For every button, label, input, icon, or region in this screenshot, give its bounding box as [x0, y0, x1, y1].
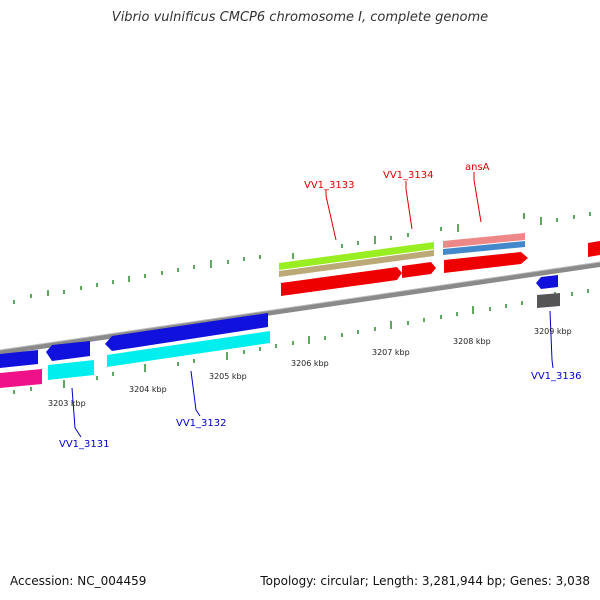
gene-vv1-3131-cyan[interactable] [48, 360, 94, 380]
kbp-label: 3208 kbp [453, 337, 491, 346]
gene-vv1-3132-cyan[interactable] [107, 331, 270, 367]
gene-vv1-3131-blue[interactable] [46, 341, 90, 361]
kbp-label: 3204 kbp [129, 385, 167, 394]
gene-vv1-3133-khaki[interactable] [279, 250, 434, 277]
gene-label-vv1-3131[interactable]: VV1_3131 [59, 439, 110, 450]
gene-ansa-red[interactable] [444, 252, 528, 273]
kbp-label: 3206 kbp [291, 359, 329, 368]
genome-summary-text: Topology: circular; Length: 3,281,944 bp… [260, 574, 590, 588]
inner-tick-track [13, 289, 589, 394]
kbp-label: 3205 kbp [209, 372, 247, 381]
gene-vv1-3136-gray[interactable] [537, 293, 560, 308]
gene-right-edge-red[interactable] [588, 241, 600, 257]
gene-ansa-salmon[interactable] [443, 233, 525, 248]
kbp-label: 3203 kbp [48, 399, 86, 408]
gene-left-edge-blue[interactable] [0, 350, 38, 368]
outer-tick-track [13, 212, 591, 304]
gene-vv1-3136-blue[interactable] [536, 275, 558, 289]
accession-text: Accession: NC_004459 [10, 574, 147, 588]
gene-vv1-3132-blue[interactable] [105, 313, 268, 351]
map-title: Vibrio vulnificus CMCP6 chromosome I, co… [111, 10, 489, 25]
label-leaders [71, 172, 554, 438]
gene-label-vv1-3132[interactable]: VV1_3132 [176, 418, 227, 429]
kbp-label: 3207 kbp [372, 348, 410, 357]
gene-label-ansa[interactable]: ansA [465, 162, 490, 173]
gene-vv1-3133-lime[interactable] [279, 242, 434, 270]
kbp-label: 3209 kbp [534, 327, 572, 336]
gene-vv1-3134-red[interactable] [402, 262, 436, 278]
gene-left-edge-magenta[interactable] [0, 369, 42, 388]
gene-label-vv1-3134[interactable]: VV1_3134 [383, 170, 434, 181]
gene-label-vv1-3136[interactable]: VV1_3136 [531, 371, 582, 382]
gene-ansa-steel[interactable] [443, 241, 525, 255]
gene-label-vv1-3133[interactable]: VV1_3133 [304, 180, 355, 191]
gene-vv1-3133-red[interactable] [281, 267, 402, 296]
